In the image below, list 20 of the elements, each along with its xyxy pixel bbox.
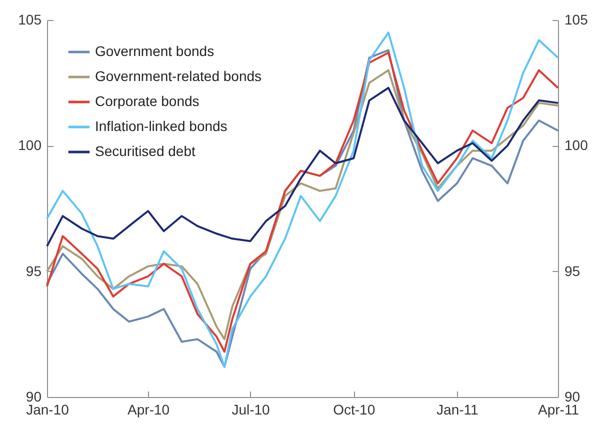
x-tick-label: Apr-10 xyxy=(128,402,170,418)
x-tick-label: Apr-11 xyxy=(538,402,580,418)
x-tick-label: Jan-11 xyxy=(436,402,479,418)
y-tick-label: 105 xyxy=(18,12,42,28)
y2-tick-label: 105 xyxy=(564,12,588,28)
legend-label: Corporate bonds xyxy=(95,93,200,109)
y2-tick-label: 90 xyxy=(564,388,580,404)
x-tick-label: Jul-10 xyxy=(232,402,270,418)
y2-tick-label: 100 xyxy=(564,137,588,154)
legend-label: Government bonds xyxy=(95,43,214,59)
x-tick-label: Oct-10 xyxy=(333,402,376,418)
y-tick-label: 95 xyxy=(26,262,42,279)
y-tick-label: 90 xyxy=(26,388,42,404)
line-series xyxy=(46,86,559,248)
legend-label: Inflation-linked bonds xyxy=(95,118,228,134)
legend-label: Securitised debt xyxy=(95,143,196,159)
legend-label: Government-related bonds xyxy=(95,68,262,84)
y-tick-label: 100 xyxy=(18,137,42,154)
x-tick-label: Jan-10 xyxy=(26,402,70,418)
y2-tick-label: 95 xyxy=(564,262,580,279)
